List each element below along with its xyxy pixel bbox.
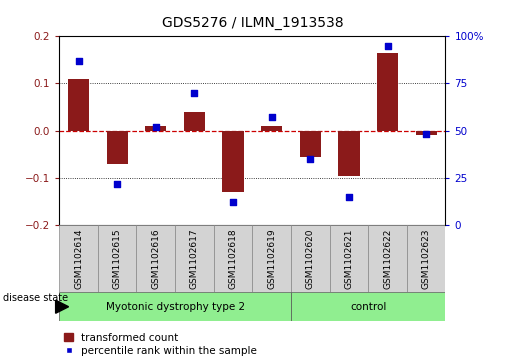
Text: GSM1102614: GSM1102614 <box>74 228 83 289</box>
Point <box>191 90 199 96</box>
Bar <box>330 225 368 292</box>
Point <box>113 181 122 187</box>
Bar <box>98 225 136 292</box>
Point <box>229 200 237 205</box>
Point <box>74 58 82 64</box>
Point <box>306 156 314 162</box>
Text: GSM1102618: GSM1102618 <box>229 228 237 289</box>
Text: GDS5276 / ILMN_1913538: GDS5276 / ILMN_1913538 <box>162 16 343 30</box>
Bar <box>368 225 407 292</box>
Bar <box>261 126 282 131</box>
Bar <box>107 131 128 164</box>
Bar <box>300 131 321 157</box>
Text: GSM1102617: GSM1102617 <box>190 228 199 289</box>
Bar <box>145 126 166 131</box>
Legend: transformed count, percentile rank within the sample: transformed count, percentile rank withi… <box>64 333 257 356</box>
Polygon shape <box>56 300 68 313</box>
Point <box>345 194 353 200</box>
Bar <box>175 225 214 292</box>
Bar <box>377 53 398 131</box>
Bar <box>291 225 330 292</box>
Bar <box>184 112 205 131</box>
Bar <box>338 131 359 176</box>
Bar <box>68 79 89 131</box>
Text: control: control <box>350 302 386 312</box>
Text: Myotonic dystrophy type 2: Myotonic dystrophy type 2 <box>106 302 245 312</box>
Bar <box>59 292 291 321</box>
Bar <box>407 225 445 292</box>
Bar <box>416 131 437 135</box>
Text: GSM1102621: GSM1102621 <box>345 228 353 289</box>
Point <box>152 124 160 130</box>
Text: GSM1102619: GSM1102619 <box>267 228 276 289</box>
Bar <box>291 292 445 321</box>
Point <box>268 115 276 121</box>
Point <box>383 43 392 49</box>
Point <box>422 131 431 137</box>
Bar <box>136 225 175 292</box>
Text: GSM1102623: GSM1102623 <box>422 228 431 289</box>
Text: disease state: disease state <box>3 293 67 303</box>
Bar <box>214 225 252 292</box>
Bar <box>59 225 98 292</box>
Text: GSM1102616: GSM1102616 <box>151 228 160 289</box>
Bar <box>252 225 291 292</box>
Text: GSM1102622: GSM1102622 <box>383 228 392 289</box>
Text: GSM1102620: GSM1102620 <box>306 228 315 289</box>
Bar <box>222 131 244 192</box>
Text: GSM1102615: GSM1102615 <box>113 228 122 289</box>
